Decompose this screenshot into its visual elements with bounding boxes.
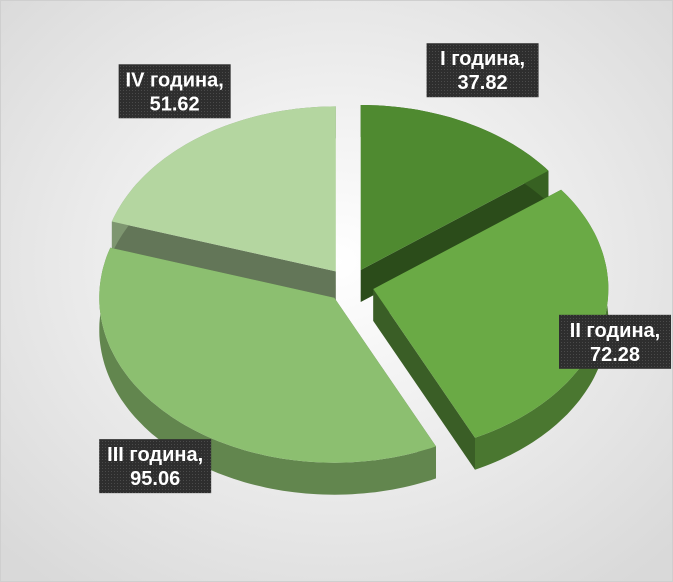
slice-wall — [475, 189, 609, 470]
label-value: 37.82 — [458, 72, 508, 94]
label-separator: , — [655, 320, 661, 342]
data-label: IV година,51.62 — [118, 64, 231, 119]
label-category: IV година — [126, 69, 220, 91]
label-box — [559, 314, 671, 369]
label-box — [118, 64, 231, 119]
label-text: II година, — [570, 320, 660, 342]
slice-side — [111, 221, 336, 304]
slice — [111, 106, 336, 304]
data-label: II година,72.28 — [559, 314, 671, 369]
label-value: 72.28 — [590, 344, 640, 366]
slice — [360, 105, 549, 302]
label-text: IV година, — [126, 69, 224, 91]
label-text: III година, — [107, 444, 203, 466]
label-value: 51.62 — [150, 93, 200, 115]
label-separator: , — [519, 48, 525, 70]
data-label: I година,37.82 — [426, 43, 539, 98]
label-value: 95.06 — [130, 468, 180, 490]
slice-top — [99, 247, 437, 463]
slice-top — [373, 189, 609, 438]
slice — [373, 189, 609, 470]
label-text: I година, — [440, 48, 525, 70]
label-category: II година — [570, 320, 656, 342]
slice-top — [111, 106, 336, 272]
label-category: I година — [440, 48, 520, 70]
slice-side — [360, 170, 549, 302]
data-label: III година,95.06 — [99, 439, 212, 494]
slice — [99, 247, 437, 495]
label-box — [99, 439, 212, 494]
label-category: III година — [107, 444, 198, 466]
slice-wall — [99, 247, 437, 495]
label-separator: , — [198, 444, 204, 466]
label-separator: , — [218, 69, 224, 91]
slice-side — [373, 289, 475, 470]
slice-top — [360, 105, 549, 270]
label-box — [426, 43, 539, 98]
